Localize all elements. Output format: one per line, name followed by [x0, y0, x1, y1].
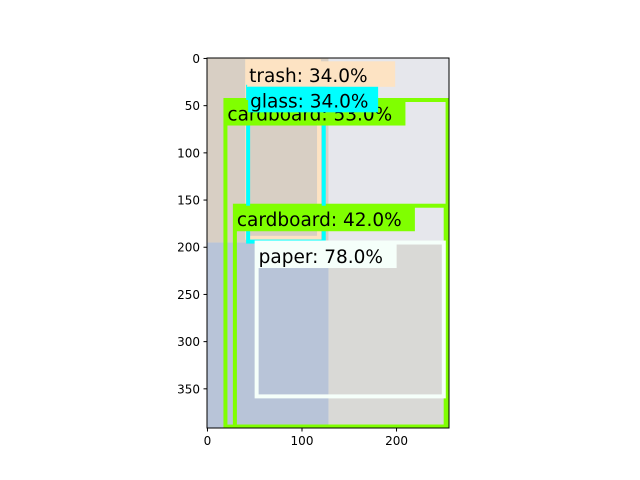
y-tick-label: 350 — [177, 382, 200, 396]
detection-label-background — [234, 205, 415, 232]
x-tick-label: 0 — [204, 434, 212, 448]
y-tick-label: 150 — [177, 194, 200, 208]
detection-label: trash: 34.0% — [249, 66, 367, 87]
y-tick-label: 300 — [177, 335, 200, 349]
y-tick-label: 0 — [192, 52, 200, 66]
x-tick-label: 100 — [291, 434, 314, 448]
photo-region-bottom-right-photo — [328, 242, 449, 428]
detection-label-background — [248, 86, 379, 113]
x-tick-label: 200 — [385, 434, 408, 448]
detection-label-background — [256, 242, 397, 269]
y-tick-label: 100 — [177, 146, 200, 160]
detection-label: glass: 34.0% — [250, 91, 368, 112]
y-tick-label: 50 — [185, 99, 200, 113]
detection-labels: trash: 34.0%cardboard: 53.0%cardboard: 4… — [225, 61, 415, 269]
y-tick-label: 200 — [177, 241, 200, 255]
axes-frame — [206, 57, 450, 429]
detection-label: cardboard: 42.0% — [237, 210, 402, 231]
detection-label-background — [247, 61, 396, 87]
x-axis-ticks: 0 100 200 — [204, 428, 408, 448]
y-axis-ticks: 0 50 100 150 200 250 300 350 — [177, 52, 207, 396]
y-tick-label: 250 — [177, 288, 200, 302]
detection-label: paper: 78.0% — [259, 247, 383, 268]
